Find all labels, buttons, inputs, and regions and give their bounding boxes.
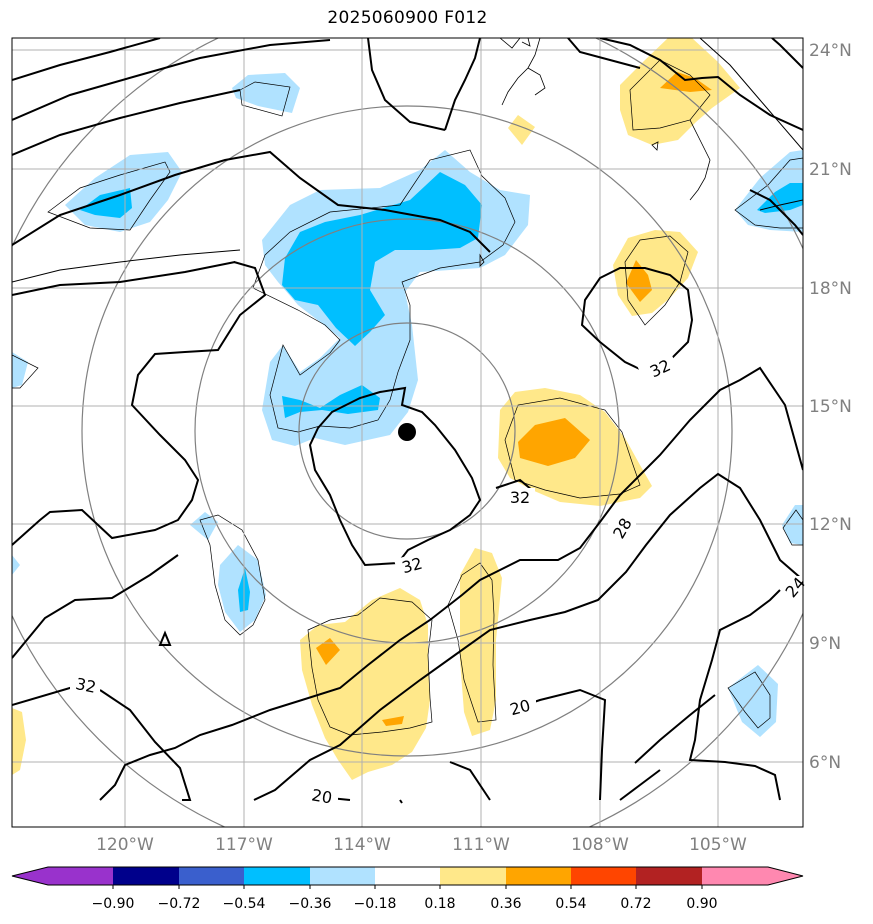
longitude-labels: 120°W 117°W 114°W 111°W 108°W 105°W — [96, 835, 747, 855]
contour-label: 32 — [510, 488, 530, 507]
colorbar-tick-label: 0.18 — [424, 896, 455, 912]
gridlines — [12, 38, 803, 827]
colorbar-tick-label: −0.18 — [354, 896, 397, 912]
contour-label: 20 — [310, 785, 333, 807]
colorbar-segment — [375, 867, 440, 885]
storm-center-marker — [398, 423, 416, 441]
lat-label: 24°N — [809, 41, 852, 61]
contour-label: 20 — [508, 696, 533, 720]
lon-label: 114°W — [333, 835, 391, 855]
thin-contours — [12, 38, 803, 283]
coastline — [479, 38, 711, 267]
contour-label: 32 — [74, 674, 98, 697]
colorbar-tick-label: −0.36 — [289, 896, 332, 912]
colorbar-extend-low — [12, 867, 48, 885]
colorbar-tick-label: −0.90 — [92, 896, 135, 912]
range-rings — [12, 38, 803, 827]
colorbar-segment — [48, 867, 113, 885]
colorbar-segment — [310, 867, 375, 885]
colorbar-tick-label: 0.72 — [620, 896, 651, 912]
colorbar-segment — [506, 867, 571, 885]
colorbar-tick-label: 0.36 — [490, 896, 521, 912]
colorbar-tick-labels: −0.90 −0.72 −0.54 −0.36 −0.18 0.18 0.36 … — [92, 896, 718, 912]
lon-label: 105°W — [689, 835, 747, 855]
colorbar-segment — [244, 867, 310, 885]
lat-label: 15°N — [809, 397, 852, 417]
thick-contours — [12, 38, 803, 804]
colorbar-tick-label: 0.90 — [686, 896, 717, 912]
contour-labels: 32 32 32 32 28 24 20 20 — [70, 349, 809, 808]
colorbar-ticks — [112, 885, 703, 889]
colorbar-extend-high — [702, 867, 803, 885]
map-frame — [11, 37, 804, 828]
lat-label: 12°N — [809, 515, 852, 535]
colorbar-segment — [440, 867, 506, 885]
lon-label: 117°W — [215, 835, 273, 855]
lat-label: 21°N — [809, 160, 852, 180]
lat-label: 6°N — [809, 753, 841, 773]
colorbar: −0.90 −0.72 −0.54 −0.36 −0.18 0.18 0.36 … — [11, 866, 804, 912]
colorbar-segment — [113, 867, 179, 885]
shading-orange — [316, 72, 712, 726]
colorbar-outline — [11, 866, 804, 886]
lon-label: 120°W — [96, 835, 154, 855]
colorbar-tick-label: −0.72 — [158, 896, 201, 912]
contour-label: 32 — [400, 554, 425, 578]
shading-medium-blue — [80, 172, 803, 612]
colorbar-tick-label: 0.54 — [555, 896, 586, 912]
lon-label: 108°W — [571, 835, 629, 855]
colorbar-tick-label: −0.54 — [223, 896, 266, 912]
colorbar-segment — [179, 867, 244, 885]
lat-label: 18°N — [809, 279, 852, 299]
map-plot-area — [12, 38, 803, 827]
colorbar-segment — [636, 867, 702, 885]
lat-label: 9°N — [809, 634, 841, 654]
lon-label: 111°W — [452, 835, 510, 855]
colorbar-segments — [12, 867, 803, 885]
latitude-labels: 24°N 21°N 18°N 15°N 12°N 9°N 6°N — [809, 41, 852, 773]
colorbar-segment — [571, 867, 636, 885]
map-title: 2025060900 F012 — [327, 8, 488, 28]
